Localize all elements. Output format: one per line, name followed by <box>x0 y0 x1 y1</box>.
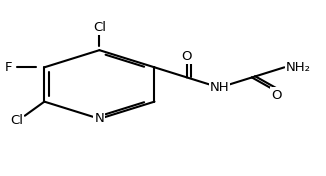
Text: Cl: Cl <box>10 115 23 127</box>
Text: F: F <box>5 61 12 74</box>
Text: NH: NH <box>210 81 229 94</box>
Text: NH₂: NH₂ <box>286 61 311 74</box>
Text: O: O <box>271 89 282 102</box>
Text: O: O <box>182 50 192 63</box>
Text: N: N <box>95 112 104 125</box>
Text: Cl: Cl <box>93 21 106 34</box>
